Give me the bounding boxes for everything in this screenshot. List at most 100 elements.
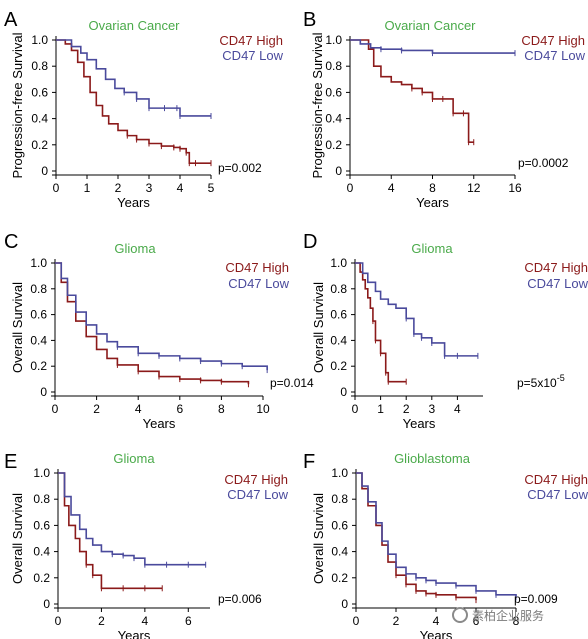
p-value: p=0.006 bbox=[218, 592, 262, 606]
y-axis-label: Overall Survival bbox=[311, 493, 326, 584]
x-tick-label: 8 bbox=[218, 402, 225, 416]
y-tick-label: 0.4 bbox=[33, 545, 50, 559]
p-value: p=0.009 bbox=[514, 592, 558, 606]
y-tick-label: 0 bbox=[341, 597, 348, 611]
legend-high: CD47 High bbox=[225, 260, 289, 275]
x-tick-label: 0 bbox=[55, 614, 62, 628]
p-value: p=0.014 bbox=[270, 376, 314, 390]
y-axis-label: Overall Survival bbox=[10, 493, 25, 584]
x-tick-label: 2 bbox=[393, 614, 400, 628]
x-tick-label: 16 bbox=[508, 181, 522, 195]
chart-title: Glioblastoma bbox=[394, 451, 471, 466]
panel-f: F Glioblastoma 0 0.2 0.4 0.6 0.8 1.0 0 2 4 6 8 Years O… bbox=[303, 451, 588, 639]
x-tick-label: 4 bbox=[454, 402, 461, 416]
p-value: p=5x10-5 bbox=[517, 373, 565, 390]
survival-curve-high bbox=[55, 262, 250, 385]
x-tick-label: 2 bbox=[93, 402, 100, 416]
survival-curve-low bbox=[56, 39, 211, 117]
x-tick-label: 0 bbox=[52, 402, 59, 416]
y-tick-label: 0.2 bbox=[31, 138, 48, 152]
legend-high: CD47 High bbox=[219, 33, 283, 48]
x-axis-label: Years bbox=[117, 195, 150, 210]
survival-curve-low bbox=[58, 472, 206, 566]
y-tick-label: 1.0 bbox=[330, 256, 347, 270]
y-axis-label: Overall Survival bbox=[10, 282, 25, 373]
x-tick-label: 8 bbox=[513, 614, 520, 628]
legend-low: CD47 Low bbox=[524, 48, 585, 63]
watermark-text: 素柏企业服务 bbox=[472, 608, 545, 623]
y-tick-label: 0.4 bbox=[30, 333, 47, 347]
y-tick-label: 0.4 bbox=[331, 545, 348, 559]
y-tick-label: 0.6 bbox=[30, 308, 47, 322]
x-tick-label: 12 bbox=[467, 181, 481, 195]
y-tick-label: 0.6 bbox=[325, 85, 342, 99]
y-tick-label: 1.0 bbox=[30, 256, 47, 270]
y-tick-label: 0 bbox=[41, 164, 48, 178]
legend-low: CD47 Low bbox=[527, 487, 588, 502]
x-tick-label: 1 bbox=[84, 181, 91, 195]
x-tick-label: 4 bbox=[142, 614, 149, 628]
y-tick-label: 1.0 bbox=[31, 33, 48, 47]
y-axis-label: Progression-free Survival bbox=[10, 32, 25, 178]
y-tick-label: 0 bbox=[340, 385, 347, 399]
x-tick-label: 6 bbox=[185, 614, 192, 628]
y-axis-label: Progression-free Survival bbox=[310, 32, 325, 178]
panel-letter: A bbox=[4, 9, 18, 31]
y-tick-label: 0.2 bbox=[331, 571, 348, 585]
panel-e: E Glioma 0 0.2 0.4 0.6 0.8 1.0 0 2 4 6 Years Overall … bbox=[4, 451, 289, 639]
y-tick-label: 0.2 bbox=[325, 138, 342, 152]
x-tick-label: 6 bbox=[176, 402, 183, 416]
x-tick-label: 1 bbox=[377, 402, 384, 416]
x-tick-label: 4 bbox=[433, 614, 440, 628]
panel-letter: B bbox=[303, 9, 316, 31]
y-tick-label: 1.0 bbox=[325, 33, 342, 47]
panel-a: A Ovarian Cancer 0 0.2 0.4 0.6 0.8 1.0 0 1 2 3 4 5 Yea… bbox=[4, 9, 284, 210]
x-tick-label: 4 bbox=[177, 181, 184, 195]
x-axis-label: Years bbox=[118, 628, 151, 639]
x-axis-label: Years bbox=[416, 195, 449, 210]
y-tick-label: 0.2 bbox=[330, 359, 347, 373]
y-tick-label: 0.8 bbox=[33, 492, 50, 506]
survival-curve-high bbox=[356, 472, 477, 601]
legend-low: CD47 Low bbox=[527, 276, 588, 291]
legend-high: CD47 High bbox=[521, 33, 585, 48]
x-tick-label: 0 bbox=[347, 181, 354, 195]
chart-title: Ovarian Cancer bbox=[384, 18, 476, 33]
y-tick-label: 0.4 bbox=[31, 112, 48, 126]
y-tick-label: 1.0 bbox=[331, 466, 348, 480]
y-tick-label: 0.6 bbox=[330, 308, 347, 322]
y-tick-label: 0.6 bbox=[33, 518, 50, 532]
x-tick-label: 0 bbox=[352, 402, 359, 416]
panel-letter: F bbox=[303, 451, 315, 473]
panel-letter: D bbox=[303, 231, 317, 253]
y-tick-label: 0.2 bbox=[33, 571, 50, 585]
survival-curve-high bbox=[58, 472, 163, 590]
legend-low: CD47 Low bbox=[228, 276, 289, 291]
panel-c: C Glioma 0 0.2 0.4 0.6 0.8 1.0 0 2 4 6 8 10 Years Overa… bbox=[4, 231, 314, 431]
y-tick-label: 0.8 bbox=[330, 282, 347, 296]
legend-high: CD47 High bbox=[524, 260, 588, 275]
y-tick-label: 0.4 bbox=[330, 333, 347, 347]
y-tick-label: 0.8 bbox=[30, 282, 47, 296]
y-tick-label: 0 bbox=[43, 597, 50, 611]
y-tick-label: 0.2 bbox=[30, 359, 47, 373]
x-tick-label: 6 bbox=[473, 614, 480, 628]
chart-title: Glioma bbox=[113, 451, 155, 466]
legend-low: CD47 Low bbox=[222, 48, 283, 63]
wechat-logo-icon bbox=[452, 607, 468, 623]
x-axis-label: Years bbox=[420, 628, 453, 639]
x-tick-label: 4 bbox=[388, 181, 395, 195]
x-tick-label: 8 bbox=[429, 181, 436, 195]
p-value: p=0.002 bbox=[218, 161, 262, 175]
x-tick-label: 0 bbox=[53, 181, 60, 195]
p-value: p=0.0002 bbox=[518, 156, 569, 170]
y-tick-label: 0.8 bbox=[331, 492, 348, 506]
panel-d: D Glioma 0 0.2 0.4 0.6 0.8 1.0 0 1 2 3 4 Years Overall… bbox=[303, 231, 588, 431]
x-tick-label: 2 bbox=[403, 402, 410, 416]
x-tick-label: 2 bbox=[98, 614, 105, 628]
panel-letter: C bbox=[4, 231, 18, 253]
x-tick-label: 4 bbox=[135, 402, 142, 416]
x-tick-label: 0 bbox=[353, 614, 360, 628]
y-tick-label: 0.6 bbox=[31, 85, 48, 99]
